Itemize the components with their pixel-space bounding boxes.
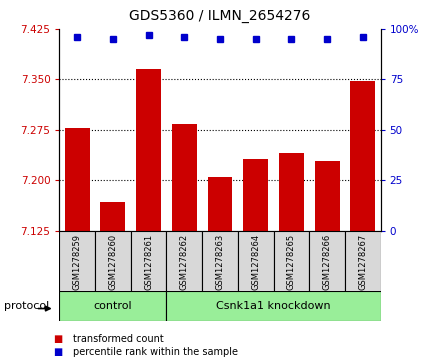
Bar	[166, 291, 381, 321]
Bar	[279, 153, 304, 231]
Text: control: control	[94, 301, 132, 311]
Text: GSM1278262: GSM1278262	[180, 234, 189, 290]
Bar	[350, 81, 375, 231]
Bar	[243, 159, 268, 231]
Bar	[208, 177, 232, 231]
Bar	[59, 291, 166, 321]
Text: Csnk1a1 knockdown: Csnk1a1 knockdown	[216, 301, 331, 311]
Bar	[59, 231, 95, 292]
Bar	[131, 231, 166, 292]
Bar	[315, 161, 340, 231]
Text: GSM1278261: GSM1278261	[144, 234, 153, 290]
Text: GSM1278265: GSM1278265	[287, 234, 296, 290]
Text: GSM1278266: GSM1278266	[323, 234, 332, 290]
Bar	[65, 128, 90, 231]
Bar	[172, 125, 197, 231]
Text: percentile rank within the sample: percentile rank within the sample	[73, 347, 238, 357]
Text: ■: ■	[53, 347, 62, 357]
Bar	[309, 231, 345, 292]
Text: GDS5360 / ILMN_2654276: GDS5360 / ILMN_2654276	[129, 9, 311, 23]
Text: GSM1278267: GSM1278267	[358, 234, 367, 290]
Bar	[345, 231, 381, 292]
Text: ■: ■	[53, 334, 62, 344]
Text: GSM1278264: GSM1278264	[251, 234, 260, 290]
Text: transformed count: transformed count	[73, 334, 163, 344]
Text: GSM1278263: GSM1278263	[216, 234, 224, 290]
Bar	[274, 231, 309, 292]
Text: GSM1278259: GSM1278259	[73, 234, 82, 290]
Bar	[100, 201, 125, 231]
Bar	[238, 231, 274, 292]
Text: GSM1278260: GSM1278260	[108, 234, 117, 290]
Bar	[95, 231, 131, 292]
Bar	[136, 69, 161, 231]
Bar	[166, 231, 202, 292]
Bar	[202, 231, 238, 292]
Text: protocol: protocol	[4, 301, 50, 311]
